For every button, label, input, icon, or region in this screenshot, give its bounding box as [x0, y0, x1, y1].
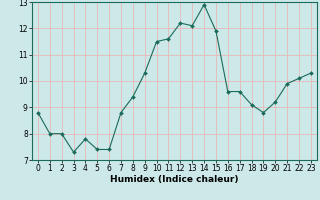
X-axis label: Humidex (Indice chaleur): Humidex (Indice chaleur)	[110, 175, 239, 184]
